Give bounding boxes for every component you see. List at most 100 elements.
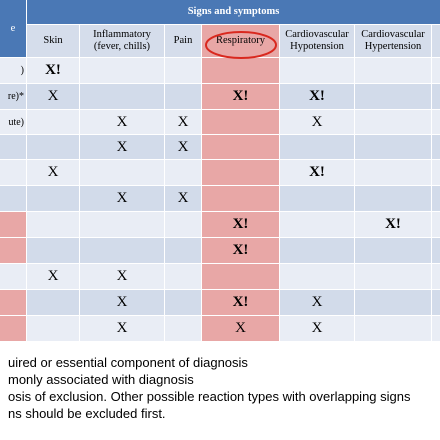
table-cell (27, 186, 80, 212)
table-cell: X (80, 316, 165, 342)
table-cell: X (80, 186, 165, 212)
table-cell: X (27, 264, 80, 290)
row-label (0, 160, 27, 186)
table-cell (280, 238, 355, 264)
table-cell (355, 110, 432, 135)
table-cell (165, 160, 202, 186)
table-cell: X! (27, 58, 80, 84)
table-cell (432, 290, 440, 316)
table-cell (432, 110, 440, 135)
table-cell (432, 212, 440, 238)
row-label: ute) (0, 110, 27, 135)
footnote: monly associated with diagnosis (8, 372, 194, 387)
table-cell (80, 84, 165, 110)
table-cell (165, 238, 202, 264)
table-cell (355, 135, 432, 160)
footnote: osis of exclusion. Other possible reacti… (8, 389, 411, 404)
table-cell (432, 238, 440, 264)
table-cell (202, 110, 280, 135)
row-label (0, 186, 27, 212)
table-cell (165, 316, 202, 342)
table-cell (165, 84, 202, 110)
table-cell (432, 264, 440, 290)
table-cell (432, 84, 440, 110)
table-cell (27, 212, 80, 238)
table-cell (355, 58, 432, 84)
row-label (0, 316, 27, 342)
table-cell (280, 264, 355, 290)
table-cell (80, 238, 165, 264)
table-cell: X (202, 316, 280, 342)
table-cell: X! (202, 290, 280, 316)
table-cell (202, 264, 280, 290)
table-cell (280, 186, 355, 212)
table-cell: X! (355, 212, 432, 238)
table-cell (165, 290, 202, 316)
table-cell: X! (280, 84, 355, 110)
table-cell (432, 58, 440, 84)
table-cell: X (280, 290, 355, 316)
column-header: Respiratory (202, 25, 280, 58)
table-cell (432, 160, 440, 186)
row-label (0, 212, 27, 238)
table-cell (280, 135, 355, 160)
table-cell (432, 135, 440, 160)
table-cell (165, 264, 202, 290)
table-cell (165, 212, 202, 238)
column-header: Cardiovascular Hypertension (355, 25, 432, 58)
table-cell (202, 135, 280, 160)
table-cell (27, 135, 80, 160)
table-cell (432, 316, 440, 342)
table-cell (202, 58, 280, 84)
corner-header: e (0, 0, 27, 58)
footnote: uired or essential component of diagnosi… (8, 355, 248, 370)
table-cell: X (80, 264, 165, 290)
table-cell (355, 186, 432, 212)
table-cell (27, 238, 80, 264)
table-cell: X (165, 110, 202, 135)
table-cell: X (27, 84, 80, 110)
table-cell: X (280, 110, 355, 135)
table-cell (202, 186, 280, 212)
table-cell (202, 160, 280, 186)
table-cell (432, 186, 440, 212)
table-cell (280, 58, 355, 84)
row-label: re)* (0, 84, 27, 110)
row-label (0, 290, 27, 316)
table-cell: X (80, 110, 165, 135)
table-cell (355, 238, 432, 264)
table-cell (80, 160, 165, 186)
table-cell (27, 290, 80, 316)
column-header: Inflammatory (fever, chills) (80, 25, 165, 58)
table-cell: X (280, 316, 355, 342)
group-header: Signs and symptoms (27, 0, 440, 25)
table-cell: X! (280, 160, 355, 186)
table-cell (355, 316, 432, 342)
table-cell (80, 212, 165, 238)
table-cell (355, 160, 432, 186)
table-cell: X! (202, 84, 280, 110)
table-cell (355, 264, 432, 290)
table-cell (355, 290, 432, 316)
column-header (432, 25, 440, 58)
column-header: Cardiovascular Hypotension (280, 25, 355, 58)
table-cell (80, 58, 165, 84)
table-cell (27, 316, 80, 342)
table-cell: X (27, 160, 80, 186)
row-label: ) (0, 58, 27, 84)
table-cell (355, 84, 432, 110)
column-header: Pain (165, 25, 202, 58)
row-label (0, 135, 27, 160)
column-header: Skin (27, 25, 80, 58)
table-cell: X (80, 290, 165, 316)
table-cell (165, 58, 202, 84)
table-cell (27, 110, 80, 135)
row-label (0, 264, 27, 290)
table-cell: X (165, 135, 202, 160)
table-cell: X! (202, 212, 280, 238)
table-cell: X! (202, 238, 280, 264)
row-label (0, 238, 27, 264)
table-cell: X (165, 186, 202, 212)
table-cell (280, 212, 355, 238)
